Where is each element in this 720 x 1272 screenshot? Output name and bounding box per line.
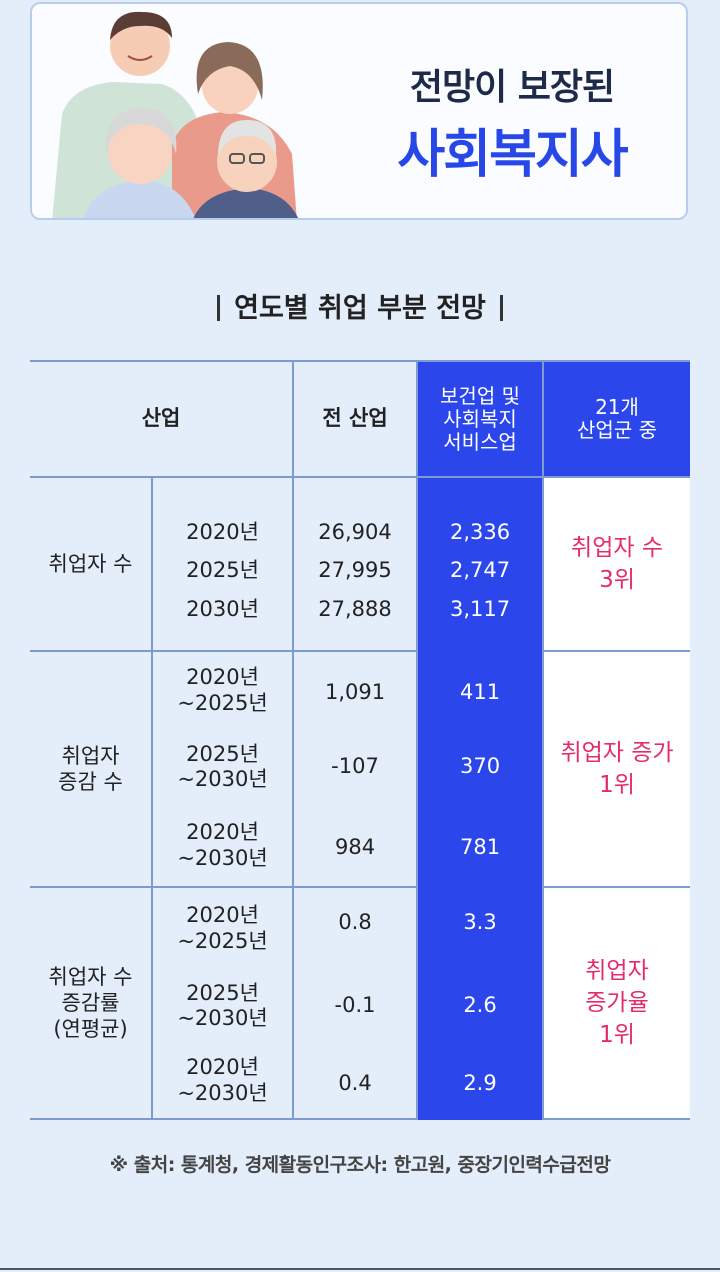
all-industry-value: 27,888 — [292, 593, 419, 652]
health-welfare-value: 781 — [416, 805, 544, 888]
header-all-industry: 전 산업 — [292, 360, 419, 478]
health-welfare-value: 370 — [416, 729, 544, 805]
header-health-welfare: 보건업 및 사회복지 서비스업 — [416, 360, 545, 478]
health-welfare-value: 2,336 — [416, 477, 545, 549]
rank-badge: 취업자 증가율 1위 — [542, 887, 691, 1120]
health-welfare-value: 3,117 — [416, 593, 544, 652]
header-industry: 산업 — [30, 360, 295, 478]
period-cell: 2020년 ~2030년 — [152, 805, 295, 888]
period-cell: 2025년 — [152, 549, 295, 593]
all-industry-value: 26,904 — [292, 477, 419, 549]
employment-table: 산업 전 산업 보건업 및 사회복지 서비스업 21개 산업군 중 취업자 수 202… — [30, 360, 691, 1120]
health-welfare-value: 2.9 — [416, 1043, 544, 1120]
banner: 전망이 보장된 사회복지사 — [30, 2, 688, 220]
all-industry-value: 0.4 — [292, 1043, 419, 1120]
period-cell: 2020년 ~2025년 — [150, 651, 295, 729]
all-industry-value: 1,091 — [292, 651, 419, 729]
period-cell: 2020년 ~2030년 — [152, 1043, 295, 1120]
all-industry-value: 27,995 — [292, 549, 419, 593]
health-welfare-value: 411 — [416, 651, 545, 729]
period-cell: 2030년 — [152, 593, 295, 652]
group-label: 취업자 증감 수 — [30, 651, 153, 888]
banner-subtitle: 전망이 보장된 — [409, 67, 615, 108]
header-rank: 21개 산업군 중 — [542, 360, 691, 478]
title-divider-left — [217, 295, 221, 321]
family-illustration — [52, 11, 299, 218]
group-label: 취업자 수 — [30, 477, 153, 652]
health-welfare-value: 2.6 — [416, 969, 544, 1043]
health-welfare-value: 2,747 — [416, 549, 544, 593]
period-cell: 2025년 ~2030년 — [152, 969, 295, 1043]
source-note: ※ 출처: 통계청, 경제활동인구조사: 한고원, 중장기인력수급전망 — [109, 1154, 611, 1176]
title-divider-right — [499, 295, 503, 321]
all-industry-value: 984 — [292, 805, 419, 888]
period-cell: 2020년 — [150, 477, 295, 549]
banner-title: 사회복지사 — [397, 125, 628, 185]
health-welfare-value: 3.3 — [416, 887, 545, 969]
bottom-divider — [0, 1268, 720, 1270]
all-industry-value: -0.1 — [292, 969, 419, 1043]
all-industry-value: 0.8 — [292, 887, 419, 969]
period-cell: 2020년 ~2025년 — [150, 887, 295, 969]
period-cell: 2025년 ~2030년 — [152, 729, 295, 805]
rank-badge: 취업자 수 3위 — [542, 477, 691, 652]
all-industry-value: -107 — [292, 729, 419, 805]
rank-badge: 취업자 증가 1위 — [542, 651, 691, 888]
section-title-text: 연도별 취업 부분 전망 — [234, 293, 486, 324]
group-label: 취업자 수 증감률 (연평균) — [30, 887, 153, 1120]
section-title: 연도별 취업 부분 전망 — [0, 286, 720, 325]
